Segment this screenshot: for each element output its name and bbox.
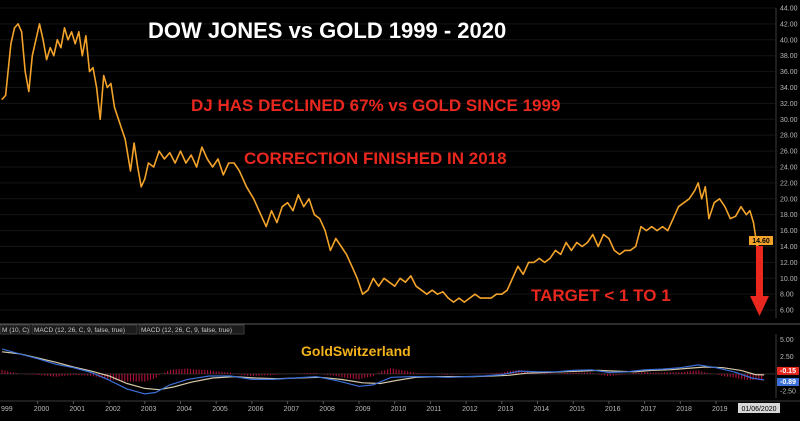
x-tick-label: 2000: [34, 406, 50, 413]
indicator-last-value: -0.89: [780, 379, 796, 386]
indicator-tick-label: 2.50: [780, 354, 794, 361]
indicator-tick-label: 5.00: [780, 337, 794, 344]
annotation-decline: DJ HAS DECLINED 67% vs GOLD SINCE 1999: [191, 96, 560, 115]
last-value-label: 14.60: [752, 238, 770, 245]
indicator-label-box: [0, 324, 31, 335]
signal-line: [1, 351, 765, 391]
x-tick-label: 2013: [498, 406, 514, 413]
x-tick-label: 2012: [462, 406, 478, 413]
x-tick-label: 2016: [605, 406, 621, 413]
y-tick-label: 16.00: [780, 228, 798, 235]
indicator-label-box: [138, 324, 245, 335]
x-tick-label: 2009: [355, 406, 371, 413]
annotation-correction: CORRECTION FINISHED IN 2018: [244, 149, 507, 168]
y-tick-label: 36.00: [780, 69, 798, 76]
y-tick-label: 10.00: [780, 276, 798, 283]
indicator-last-value: -0.15: [780, 368, 796, 375]
x-tick-label: 2008: [319, 406, 335, 413]
y-tick-label: 40.00: [780, 37, 798, 44]
x-tick-label: 2019: [712, 406, 728, 413]
main-gridlines: [0, 7, 775, 311]
date-label-box: [738, 403, 780, 413]
macd-histogram: [1, 368, 763, 382]
x-tick-label: 999: [1, 406, 13, 413]
x-tick-label: 2002: [105, 406, 121, 413]
y-tick-label: 44.00: [780, 6, 798, 13]
last-value-box: [749, 236, 773, 245]
x-axis-ticks: 999 2000 2001 2002 2003 2004 2005 2006 2007 2008 2…: [1, 401, 728, 413]
chart-title: DOW JONES vs GOLD 1999 - 2020: [148, 18, 506, 43]
date-label: 01/06/2020: [741, 406, 776, 413]
x-tick-label: 2004: [177, 406, 193, 413]
x-tick-label: 2005: [212, 406, 228, 413]
x-tick-label: 2006: [248, 406, 264, 413]
x-tick-label: 2011: [426, 406, 441, 413]
x-tick-label: 2007: [284, 406, 300, 413]
indicator-header: M (10, C) MACD (12, 26, C, 9, false, tru…: [0, 324, 245, 335]
y-tick-label: 32.00: [780, 101, 798, 108]
y-tick-label: 14.00: [780, 244, 798, 251]
y-tick-label: 42.00: [780, 21, 798, 28]
indicator-label: MACD (12, 26, C, 9, false, true): [141, 327, 232, 334]
y-tick-label: 18.00: [780, 212, 798, 219]
indicator-last-value-box: [777, 366, 799, 375]
indicator-axis-ticks: 5.00 2.50 -2.50 -0.15 -0.89: [775, 334, 799, 398]
x-tick-label: 2017: [641, 406, 657, 413]
brand-watermark: GoldSwitzerland: [301, 343, 411, 359]
y-tick-label: 38.00: [780, 53, 798, 60]
y-axis-ticks: 6.00 8.00 10.00 12.00 14.00 16.00 18.00 20.00 22…: [775, 6, 798, 318]
x-tick-label: 2010: [391, 406, 407, 413]
y-tick-label: 12.00: [780, 260, 798, 267]
y-tick-label: 26.00: [780, 149, 798, 156]
annotation-target: TARGET < 1 TO 1: [531, 286, 671, 305]
indicator-last-value-box: [777, 378, 799, 387]
down-arrow-icon: [750, 246, 769, 316]
macd-line: [1, 348, 765, 395]
series-line: [1, 23, 765, 303]
y-tick-label: 6.00: [780, 308, 794, 315]
x-tick-label: 2014: [534, 406, 550, 413]
indicator-label: MACD (12, 26, C, 9, false, true): [34, 327, 125, 334]
y-tick-label: 8.00: [780, 292, 794, 299]
y-tick-label: 24.00: [780, 164, 798, 171]
y-tick-label: 20.00: [780, 196, 798, 203]
x-tick-label: 2001: [69, 406, 85, 413]
indicator-label-box: [31, 324, 138, 335]
y-tick-label: 34.00: [780, 85, 798, 92]
x-tick-label: 2003: [141, 406, 157, 413]
y-tick-label: 28.00: [780, 133, 798, 140]
y-tick-label: 22.00: [780, 180, 798, 187]
x-tick-label: 2015: [569, 406, 585, 413]
indicator-label: M (10, C): [2, 327, 29, 334]
y-tick-label: 30.00: [780, 117, 798, 124]
x-tick-label: 2018: [676, 406, 692, 413]
indicator-tick-label: -2.50: [780, 389, 796, 396]
